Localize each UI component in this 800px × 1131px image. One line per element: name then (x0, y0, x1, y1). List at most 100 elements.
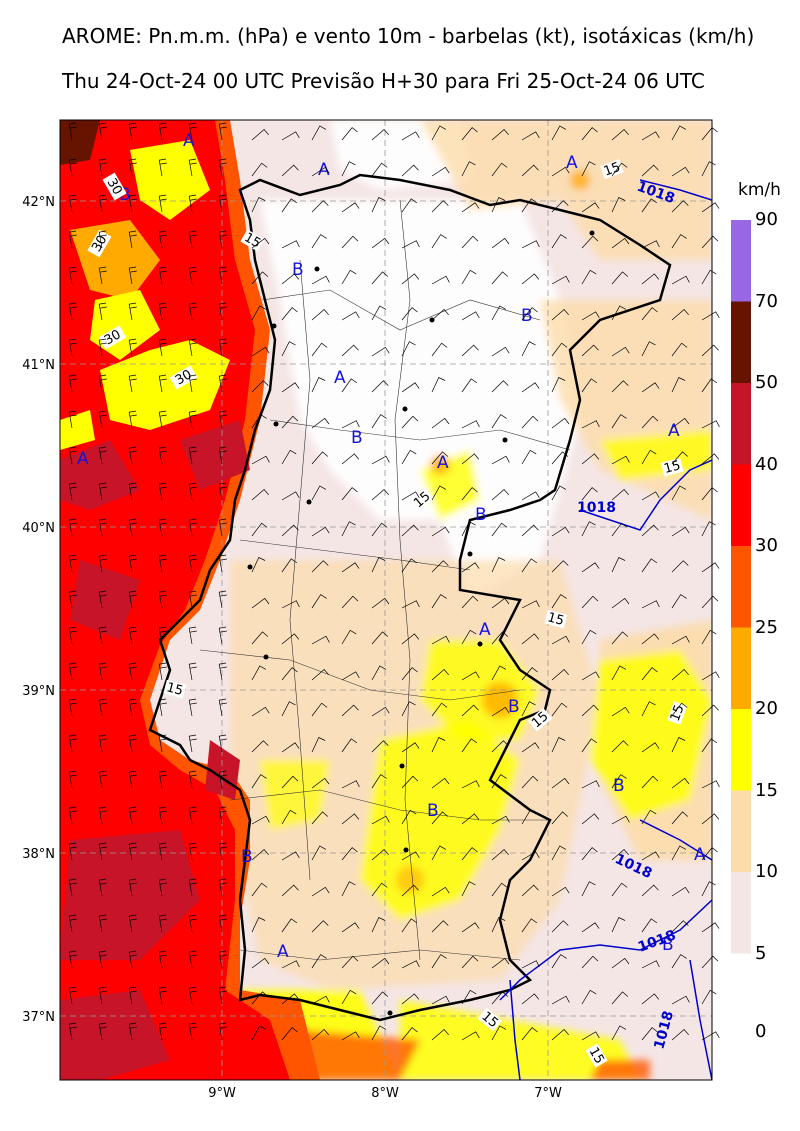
legend-swatch (731, 301, 751, 383)
wind-barb (581, 671, 600, 681)
wind-barb (371, 455, 390, 465)
wind-barb (701, 1031, 720, 1041)
wind-barb (581, 881, 596, 897)
wind-barb (641, 851, 660, 861)
wind-barb (611, 455, 630, 465)
wind-barb (311, 417, 330, 429)
wind-barb (461, 704, 479, 717)
wind-barb (251, 706, 270, 717)
wind-barb (611, 882, 628, 897)
wind-barb (461, 955, 479, 969)
wind-barb (218, 194, 227, 213)
wind-barb (521, 884, 539, 897)
wind-barb (581, 813, 600, 825)
wind-barb (188, 158, 197, 177)
isotach-label: 15 (586, 1045, 607, 1067)
wind-barb (701, 311, 720, 321)
wind-barb (551, 954, 567, 969)
wind-barb (671, 1029, 689, 1041)
wind-barb (551, 777, 570, 789)
wind-barb (68, 446, 77, 465)
wind-barb (371, 631, 389, 645)
wind-barb (98, 410, 107, 429)
wind-barb (551, 845, 567, 861)
wind-barb (611, 597, 630, 609)
wind-barb (491, 882, 508, 897)
low-pressure-label: B (475, 505, 487, 525)
wind-barb (128, 446, 137, 465)
wind-barb (581, 420, 600, 429)
wind-barb (281, 809, 297, 825)
wind-barb (671, 995, 690, 1005)
wind-barb (68, 194, 77, 213)
wind-barb (701, 738, 718, 753)
wind-barb (521, 701, 536, 717)
wind-barb (551, 811, 569, 825)
wind-barb (611, 1025, 627, 1041)
wind-barb (371, 665, 387, 681)
wind-barb (371, 197, 386, 213)
wind-barb (341, 311, 360, 321)
wind-barb (461, 738, 478, 753)
wind-barb (371, 849, 389, 861)
wind-barb (671, 275, 690, 285)
wind-barb (701, 955, 719, 969)
lat-label: 41°N (22, 358, 55, 373)
wind-barb (521, 600, 540, 609)
wind-barb (311, 451, 329, 465)
wind-barb (461, 311, 480, 321)
wind-barb (491, 162, 508, 177)
wind-barb (341, 1031, 360, 1041)
high-pressure-label: A (277, 942, 289, 962)
wind-barb (491, 271, 509, 285)
wind-barb (251, 237, 270, 249)
wind-barb (461, 487, 478, 501)
wind-barb (551, 342, 568, 357)
wind-barb (491, 991, 509, 1005)
wind-barb (521, 667, 538, 681)
wind-barb (341, 881, 356, 897)
wind-barb (521, 558, 538, 573)
wind-barb (551, 886, 570, 897)
wind-barb (581, 989, 597, 1005)
wind-barb (188, 698, 197, 717)
wind-barb (128, 698, 137, 717)
wind-barb (281, 524, 299, 537)
wind-barb (311, 995, 330, 1005)
wind-barb (701, 202, 720, 213)
wind-barb (551, 485, 567, 501)
wind-barb (551, 275, 570, 285)
wind-barb (431, 451, 449, 465)
legend-swatch (731, 383, 751, 465)
lon-label: 8°W (371, 1086, 399, 1101)
legend-colorbar (731, 220, 751, 954)
wind-barb (158, 518, 167, 537)
wind-barb (671, 594, 687, 609)
wind-barb (218, 842, 227, 861)
wind-barb (611, 957, 630, 969)
wind-barb (311, 594, 327, 609)
map-title: AROME: Pn.m.m. (hPa) e vento 10m - barbe… (62, 24, 755, 48)
wind-barb (611, 665, 627, 681)
wind-barb (401, 382, 420, 393)
wind-barb (311, 777, 330, 789)
wind-barb (371, 991, 389, 1005)
wind-barb (401, 775, 419, 789)
wind-barb (521, 198, 538, 213)
wind-barb (341, 813, 360, 825)
low-pressure-label: B (521, 306, 533, 326)
wind-barb (611, 237, 630, 249)
wind-barb (551, 417, 570, 429)
wind-barb (341, 420, 360, 429)
wind-barb (128, 590, 137, 609)
wind-barb (188, 122, 197, 141)
wind-barb (311, 342, 328, 357)
wind-barbs (68, 122, 720, 1041)
wind-barb (701, 453, 720, 465)
wind-barb (371, 489, 389, 501)
wind-barb (98, 1022, 107, 1041)
wind-barb (491, 957, 510, 969)
wind-barb (128, 806, 137, 825)
wind-barb (431, 275, 450, 285)
wind-barb (188, 194, 197, 213)
